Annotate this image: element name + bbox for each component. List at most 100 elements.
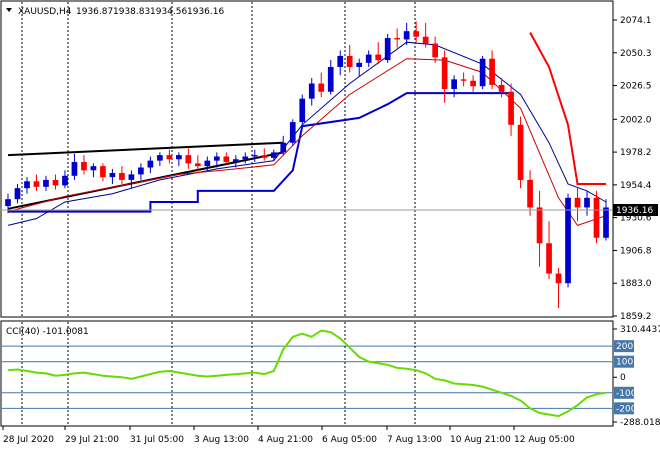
candle-body	[24, 181, 30, 189]
indicator-label: CCI(40) -101.0081	[6, 327, 89, 337]
candle-body	[270, 152, 277, 158]
candle-body	[176, 155, 182, 160]
price-pane-frame	[0, 0, 614, 318]
cci-axis: 310.4437 200 100 0 -100 -200 -288.0187	[613, 325, 660, 428]
ohlc-open: 1936.87	[76, 7, 113, 17]
candle-body	[337, 55, 344, 67]
candle-body	[299, 98, 306, 123]
candle-body	[441, 57, 448, 90]
candle-body	[584, 197, 590, 208]
candle-body	[109, 173, 116, 178]
cci-tick-label: -100	[616, 389, 637, 399]
price-tick-label: 1954.4	[620, 181, 652, 191]
candle-body	[251, 155, 258, 157]
candle-body	[460, 79, 467, 81]
time-tick-label: 29 Jul 21:00	[65, 435, 119, 445]
candles	[5, 21, 609, 309]
price-tick-label: 2026.5	[620, 82, 652, 92]
ohlc-high: 1938.83	[113, 7, 150, 17]
price-tick-label: 2074.1	[620, 16, 652, 26]
slow-ma-line	[7, 41, 607, 226]
candle-body	[166, 155, 173, 160]
price-tick-label: 1883.0	[620, 279, 652, 289]
candle-body	[157, 155, 163, 161]
current-price-box	[613, 203, 658, 216]
cci-tick-label: 200	[616, 342, 633, 352]
price-axis: 2074.1 2050.3 2026.5 2002.0 1978.2 1954.4 1930…	[613, 16, 652, 322]
candle-body	[242, 156, 249, 160]
triangle-down-icon[interactable]	[6, 8, 12, 12]
candle-body	[5, 199, 11, 207]
candle-body	[308, 83, 315, 99]
candle-body	[194, 163, 201, 167]
cci-level-badge	[614, 386, 634, 399]
candle-body	[138, 167, 144, 175]
symbol-label: XAUUSD,H4	[18, 7, 72, 17]
chart-header: XAUUSD,H4 1936.87 1938.83 1934.56 1936.1…	[6, 7, 224, 17]
cci-tick-label: -200	[616, 404, 637, 414]
cci-levels	[2, 345, 612, 409]
candle-body	[289, 122, 296, 143]
candle-body	[128, 174, 135, 180]
cci-level-badge	[614, 355, 634, 368]
candle-body	[565, 197, 571, 284]
candle-body	[81, 162, 87, 171]
candle-body	[43, 179, 49, 187]
moving-averages	[7, 41, 607, 226]
current-price-label: 1936.16	[616, 206, 653, 216]
candle-body	[574, 197, 581, 208]
candle-body	[365, 54, 372, 63]
candle-body	[33, 181, 40, 187]
candle-body	[213, 156, 220, 161]
fast-ma-line	[7, 58, 607, 226]
candle-body	[546, 243, 552, 274]
time-tick-label: 31 Jul 05:00	[130, 435, 184, 445]
candle-body	[422, 36, 429, 44]
time-tick-label: 7 Aug 13:00	[387, 435, 442, 445]
cci-tick-label: 100	[616, 358, 633, 368]
time-tick-label: 6 Aug 05:00	[322, 435, 377, 445]
time-tick-label: 12 Aug 05:00	[514, 435, 575, 445]
candle-body	[223, 156, 230, 163]
cci-tick-label: 310.4437	[620, 325, 660, 335]
current-price-marker: 1936.16	[0, 203, 658, 216]
candle-body	[479, 58, 486, 87]
candle-body	[14, 188, 21, 200]
candle-body	[185, 155, 192, 164]
cci-level-badge	[614, 340, 634, 353]
candle-body	[71, 162, 78, 176]
candle-body	[403, 31, 410, 40]
candle-body	[527, 179, 533, 208]
price-pane: 2074.1 2050.3 2026.5 2002.0 1978.2 1954.4 1930…	[0, 0, 658, 322]
vertical-markers	[21, 2, 416, 316]
time-tick-label: 4 Aug 21:00	[258, 435, 313, 445]
time-tick-label: 10 Aug 21:00	[450, 435, 511, 445]
candle-body	[100, 166, 106, 178]
candle-body	[555, 273, 562, 284]
price-tick-label: 1859.2	[620, 312, 652, 322]
candle-body	[508, 91, 514, 125]
candle-body	[346, 55, 353, 67]
cci-pane: 310.4437 200 100 0 -100 -200 -288.0187 CCI(40)…	[0, 320, 660, 428]
cci-vertical-markers	[21, 322, 416, 425]
candle-body	[280, 142, 287, 153]
price-tick-label: 1906.8	[620, 246, 652, 256]
price-tick-label: 1930.6	[620, 214, 652, 224]
candle-body	[470, 80, 476, 87]
support-step-line	[8, 92, 513, 213]
time-tick-label: 3 Aug 13:00	[194, 435, 249, 445]
time-axis: 28 Jul 2020 29 Jul 21:00 31 Jul 05:00 3 Aug…	[2, 426, 575, 445]
candle-body	[603, 207, 609, 238]
time-tick-label: 28 Jul 2020	[3, 435, 54, 445]
candle-body	[356, 62, 363, 67]
candle-body	[384, 38, 391, 61]
price-tick-label: 2050.3	[620, 49, 652, 59]
candle-body	[204, 160, 211, 167]
candle-body	[536, 207, 543, 244]
candle-body	[90, 166, 97, 171]
cci-line	[7, 329, 607, 418]
price-tick-label: 1978.2	[620, 148, 652, 158]
candle-body	[375, 54, 382, 61]
candle-body	[261, 155, 268, 158]
